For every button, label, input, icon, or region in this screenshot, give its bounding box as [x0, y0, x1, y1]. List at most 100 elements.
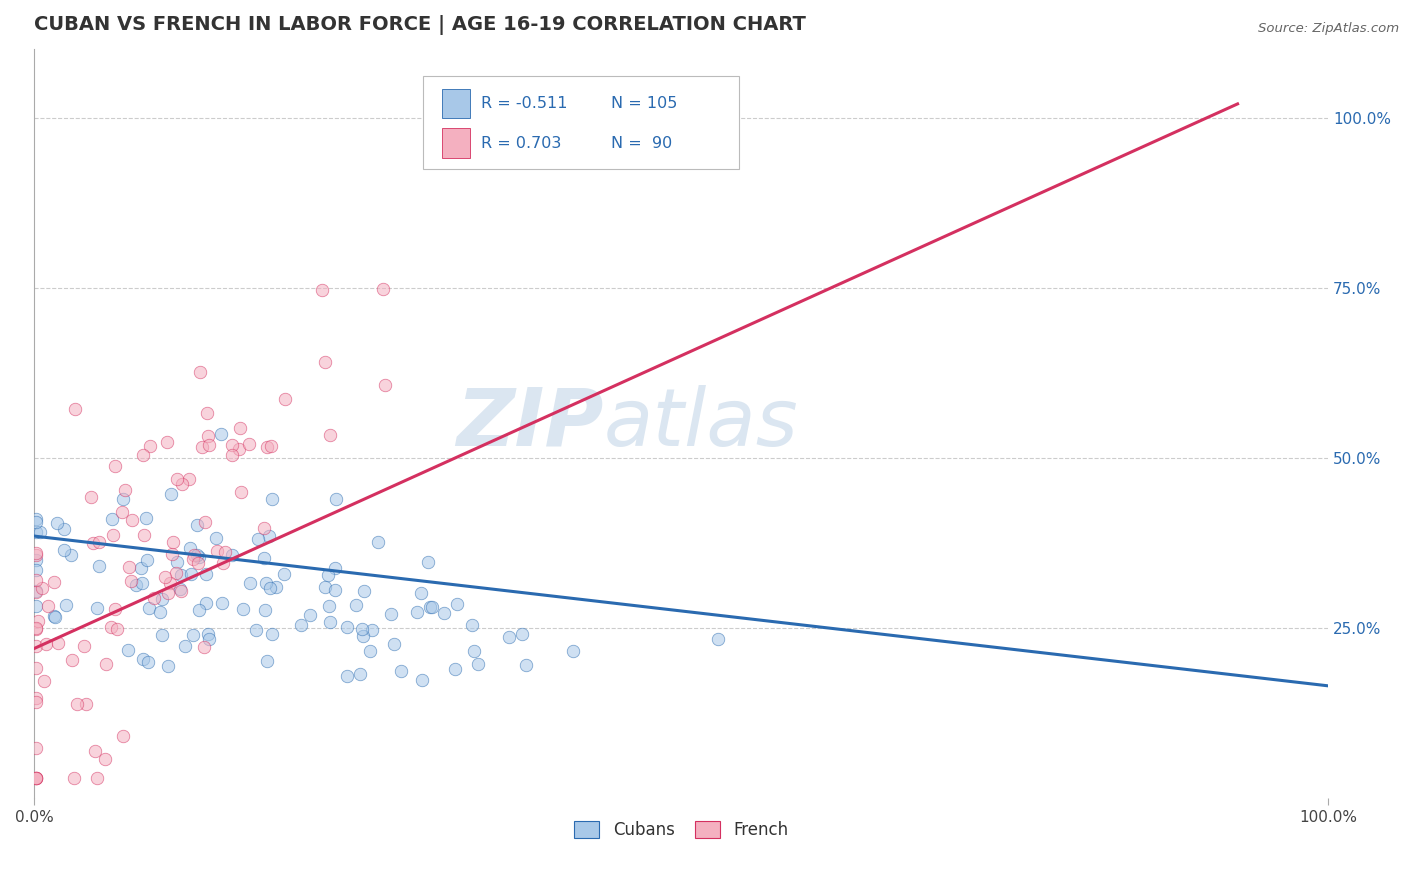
- Point: [104, 602, 127, 616]
- Point: [28, 525, 51, 540]
- Text: R = -0.511: R = -0.511: [481, 96, 567, 111]
- Point: [24, 512, 46, 526]
- Point: [260, 492, 283, 507]
- Point: [314, 355, 336, 369]
- Point: [259, 529, 281, 543]
- Point: [63, 401, 86, 416]
- Point: [231, 484, 253, 499]
- Point: [24, 525, 46, 540]
- Point: [156, 435, 179, 450]
- Point: [101, 528, 124, 542]
- Point: [169, 582, 191, 597]
- Text: R = 0.703: R = 0.703: [481, 136, 561, 151]
- Point: [24, 694, 46, 708]
- Point: [254, 602, 277, 616]
- Point: [24, 599, 46, 613]
- Point: [419, 600, 441, 615]
- Point: [205, 544, 228, 558]
- Point: [84, 744, 107, 758]
- Point: [173, 639, 195, 653]
- Point: [232, 601, 254, 615]
- Point: [44, 609, 66, 624]
- Point: [336, 669, 359, 683]
- Point: [24, 548, 46, 562]
- Point: [24, 771, 46, 785]
- Point: [66, 697, 89, 711]
- Point: [409, 585, 432, 599]
- Point: [159, 576, 181, 591]
- Text: Source: ZipAtlas.com: Source: ZipAtlas.com: [1258, 22, 1399, 36]
- Point: [27, 614, 49, 628]
- Point: [510, 627, 533, 641]
- Point: [187, 556, 209, 570]
- Point: [460, 618, 482, 632]
- FancyBboxPatch shape: [423, 76, 740, 169]
- Point: [101, 512, 124, 526]
- Point: [344, 598, 367, 612]
- Point: [24, 690, 46, 705]
- Point: [367, 534, 389, 549]
- Point: [100, 620, 122, 634]
- Point: [180, 566, 202, 581]
- Point: [82, 536, 104, 550]
- Point: [53, 543, 76, 558]
- Point: [211, 596, 233, 610]
- Point: [149, 605, 172, 619]
- Point: [325, 492, 347, 507]
- Point: [24, 741, 46, 756]
- Point: [24, 771, 46, 785]
- Point: [245, 623, 267, 637]
- Point: [24, 552, 46, 566]
- Point: [24, 622, 46, 636]
- Text: N = 105: N = 105: [612, 96, 678, 111]
- Point: [194, 515, 217, 529]
- Point: [120, 574, 142, 588]
- Point: [136, 552, 159, 566]
- Point: [46, 636, 69, 650]
- Point: [170, 477, 193, 491]
- Point: [353, 583, 375, 598]
- Point: [152, 627, 174, 641]
- Point: [157, 586, 180, 600]
- Point: [87, 535, 110, 549]
- FancyBboxPatch shape: [441, 88, 471, 119]
- Text: CUBAN VS FRENCH IN LABOR FORCE | AGE 16-19 CORRELATION CHART: CUBAN VS FRENCH IN LABOR FORCE | AGE 16-…: [34, 15, 806, 35]
- Point: [209, 426, 232, 441]
- Point: [94, 657, 117, 671]
- Point: [80, 490, 103, 504]
- Point: [444, 663, 467, 677]
- Point: [191, 441, 214, 455]
- Point: [166, 472, 188, 486]
- Point: [157, 659, 180, 673]
- Point: [105, 623, 128, 637]
- Point: [44, 574, 66, 589]
- Point: [35, 637, 58, 651]
- Point: [349, 666, 371, 681]
- Point: [211, 557, 233, 571]
- Point: [31, 581, 53, 595]
- Point: [181, 552, 204, 566]
- Point: [24, 585, 46, 599]
- Point: [52, 522, 75, 536]
- Point: [55, 598, 77, 612]
- Point: [706, 632, 728, 647]
- Point: [117, 643, 139, 657]
- Point: [256, 654, 278, 668]
- Point: [24, 573, 46, 587]
- Point: [323, 560, 346, 574]
- Point: [170, 568, 193, 582]
- Point: [420, 599, 443, 614]
- Point: [111, 505, 134, 519]
- Point: [142, 591, 165, 606]
- Point: [24, 771, 46, 785]
- Point: [205, 531, 228, 545]
- Point: [162, 534, 184, 549]
- Point: [467, 657, 489, 672]
- Point: [221, 448, 243, 462]
- Point: [125, 577, 148, 591]
- Point: [186, 548, 208, 562]
- Point: [132, 448, 155, 462]
- Point: [273, 392, 295, 406]
- Point: [238, 437, 260, 451]
- Point: [188, 366, 211, 380]
